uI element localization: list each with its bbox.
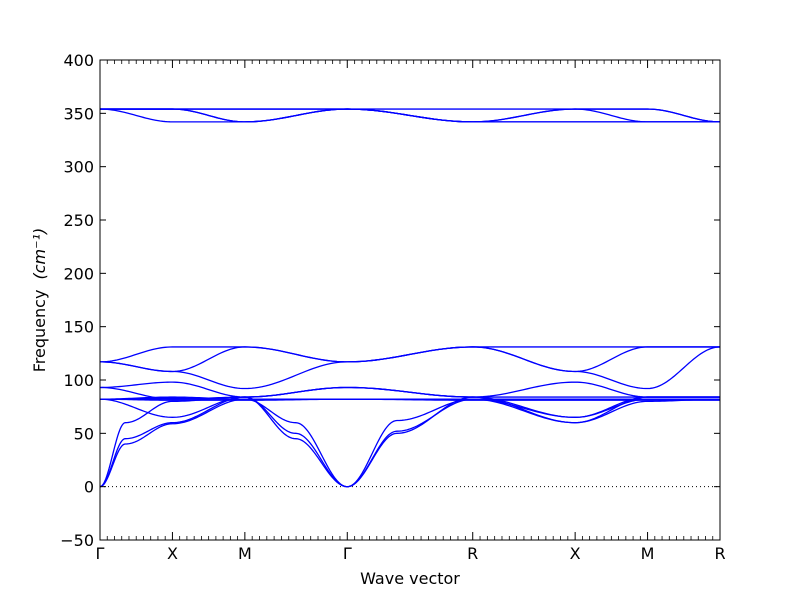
y-tick-label: 150: [63, 318, 94, 337]
y-tick-label: 300: [63, 158, 94, 177]
y-axis-label-unit: (cm⁻¹): [30, 228, 49, 280]
y-tick-label: 100: [63, 371, 94, 390]
x-axis-label: Wave vector: [360, 569, 460, 588]
band-5: [100, 108, 721, 123]
y-tick-label: 350: [63, 104, 94, 123]
x-tick-label: M: [238, 544, 252, 563]
x-tick-label: X: [167, 544, 178, 563]
x-tick-label: X: [570, 544, 581, 563]
y-tick-label: 250: [63, 211, 94, 230]
band-7: [99, 346, 720, 373]
y-tick-label: 0: [84, 478, 94, 497]
dispersion-curves: [99, 108, 721, 488]
y-axis-label-text: Frequency: [30, 290, 49, 373]
x-tick-label: Γ: [96, 544, 105, 563]
x-tick-label: R: [714, 544, 725, 563]
y-tick-label: −50: [60, 531, 94, 550]
plot-frame: [99, 59, 721, 541]
band-8: [99, 346, 721, 390]
x-tick-label: Γ: [343, 544, 352, 563]
x-tick-label: R: [467, 544, 478, 563]
y-tick-label: 50: [74, 424, 94, 443]
band-17: [99, 396, 721, 488]
y-tick-label: 400: [63, 51, 94, 70]
band-18: [99, 398, 720, 488]
band-16: [99, 396, 720, 488]
band-9: [99, 381, 720, 398]
y-tick-label: 200: [63, 264, 94, 283]
x-tick-label: M: [641, 544, 655, 563]
y-axis-label: Frequency (cm⁻¹): [30, 228, 49, 372]
